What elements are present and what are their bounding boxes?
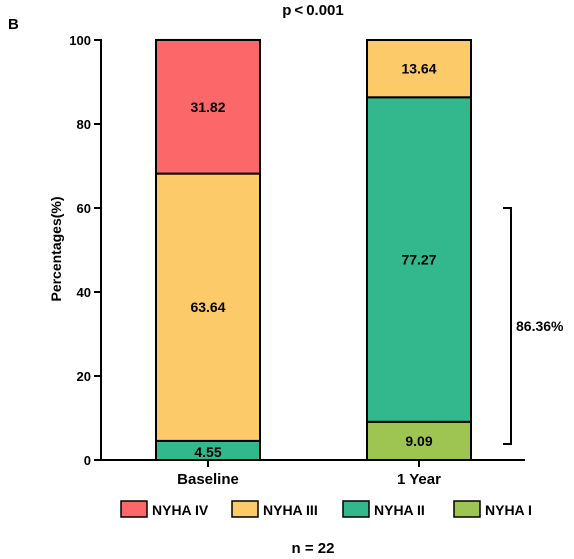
data-label: 13.64 [401, 61, 436, 77]
y-tick-label: 0 [84, 453, 91, 468]
legend: NYHA IV NYHA III NYHA II NYHA I [120, 500, 532, 518]
y-axis-label: Percentages(%) [48, 196, 64, 301]
data-label: 9.09 [405, 433, 432, 449]
bar-segment-nyha-iv [155, 38, 261, 175]
bar-segment-nyha-iii [366, 39, 472, 99]
y-tick-label: 60 [77, 201, 91, 216]
data-label: 63.64 [190, 299, 225, 315]
y-tick-label: 100 [69, 33, 91, 48]
legend-swatch [120, 500, 148, 518]
sample-size-label: n = 22 [292, 540, 335, 557]
y-tick-label: 40 [77, 285, 91, 300]
data-label: 77.27 [401, 252, 436, 268]
bracket-label: 86.36% [516, 318, 564, 334]
legend-label: NYHA IV [152, 502, 209, 518]
x-tick-label: Baseline [177, 471, 239, 488]
data-label: 31.82 [190, 99, 225, 115]
data-label: 4.55 [194, 444, 221, 460]
y-tick-label: 20 [77, 369, 91, 384]
chart-title: p < 0.001 [282, 2, 343, 19]
x-tick-label: 1 Year [397, 471, 441, 488]
bars: 4.55 63.64 31.82 9.09 77.27 13.64 [155, 38, 472, 462]
bar-segment-nyha-i [366, 420, 472, 461]
bracket-annotation: 86.36% [503, 207, 564, 445]
panel-label: B [8, 16, 19, 33]
y-tick-label: 80 [77, 117, 91, 132]
legend-label: NYHA III [263, 502, 318, 518]
legend-swatch [342, 500, 370, 518]
bracket-line [503, 207, 512, 445]
legend-label: NYHA I [485, 502, 532, 518]
legend-swatch [453, 500, 481, 518]
legend-label: NYHA II [374, 502, 425, 518]
bar-segment-nyha-ii [366, 96, 472, 423]
legend-swatch [231, 500, 259, 518]
